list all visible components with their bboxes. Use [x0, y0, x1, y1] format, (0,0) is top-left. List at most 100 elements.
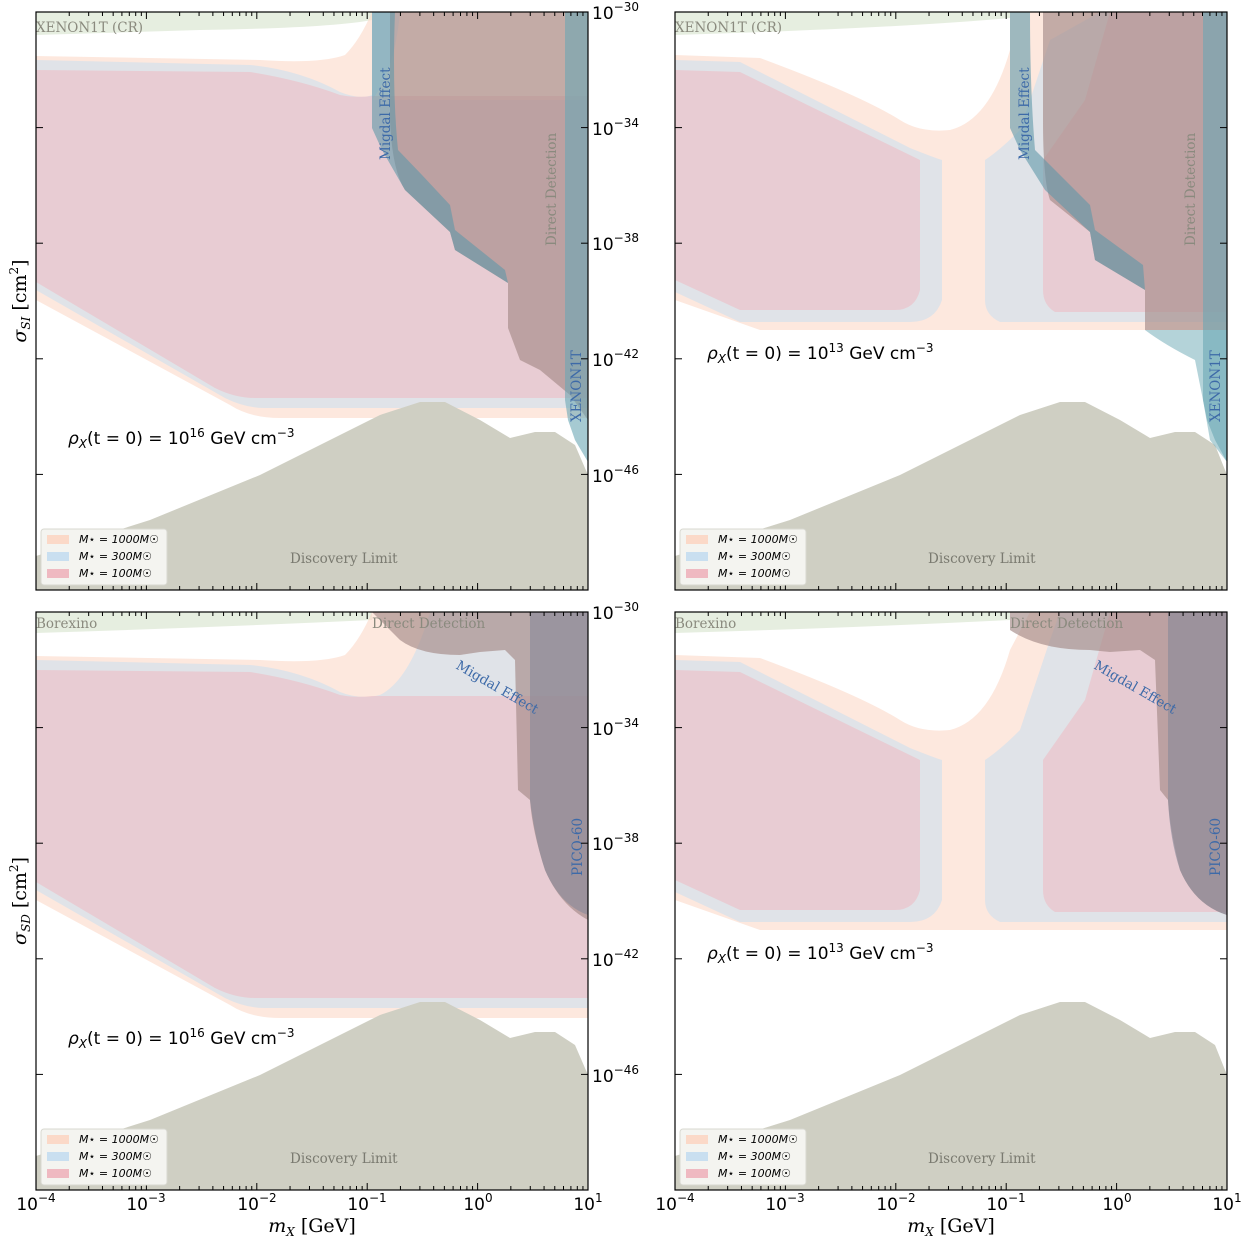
discovery-limit-label: Discovery Limit [290, 551, 398, 567]
svg-text:10−3: 10−3 [126, 1191, 165, 1215]
svg-text:10−3: 10−3 [765, 1191, 804, 1215]
svg-text:M⋆ = 1000M☉: M⋆ = 1000M☉ [79, 1133, 159, 1146]
legend-swatch-m300 [686, 1152, 708, 1161]
svg-text:10−2: 10−2 [876, 1191, 915, 1215]
x-tick-labels-right: 10−4 10−3 10−2 10−1 100 101 [655, 1191, 1241, 1215]
legend-swatch-m1000 [47, 535, 69, 544]
svg-text:100: 100 [463, 1191, 492, 1215]
legend-swatch-m100 [47, 569, 69, 578]
density-annotation-bottom-left: ρX(t = 0) = 1016 GeV cm−3 [68, 1026, 294, 1051]
panel-top-right: XENON1T (CR) Migdal Effect Direct Detect… [675, 12, 1227, 590]
axes-frame-top-right [674, 11, 1228, 591]
discovery-limit-region [36, 1002, 588, 1190]
legend-swatch-m100 [47, 1169, 69, 1178]
legend-swatch-m100 [686, 1169, 708, 1178]
svg-text:10−1: 10−1 [986, 1191, 1025, 1215]
x-axis-label-right: mX [GeV] [907, 1215, 995, 1239]
discovery-limit-label: Discovery Limit [290, 1151, 398, 1167]
pico60-region [1168, 612, 1227, 915]
panel-bottom-right: Borexino Direct Detection Migdal Effect … [675, 612, 1227, 1190]
svg-text:10−42: 10−42 [592, 347, 639, 371]
density-annotation-top-left: ρX(t = 0) = 1016 GeV cm−3 [68, 426, 294, 451]
legend-bottom-right: M⋆ = 1000M☉ M⋆ = 300M☉ M⋆ = 100M☉ [679, 1128, 807, 1186]
migdal-label: Migdal Effect [1017, 67, 1033, 160]
pico60-region [530, 612, 588, 915]
svg-text:10−38: 10−38 [592, 831, 639, 855]
axes-frame-bottom-right [674, 611, 1228, 1191]
svg-text:M⋆ = 100M☉: M⋆ = 100M☉ [718, 567, 791, 580]
band-m100 [36, 670, 588, 998]
svg-text:M⋆ = 100M☉: M⋆ = 100M☉ [79, 567, 152, 580]
y-tick-labels-top: 10−30 10−34 10−38 10−42 10−46 [592, 0, 639, 487]
xenon1t-region [565, 12, 588, 462]
migdal-effect-region [372, 12, 508, 283]
borexino-label: Borexino [36, 616, 97, 632]
band-m100-left [675, 670, 920, 910]
svg-text:10−4: 10−4 [655, 1191, 694, 1215]
legend-top-left: M⋆ = 1000M☉ M⋆ = 300M☉ M⋆ = 100M☉ [40, 528, 168, 586]
discovery-limit-label: Discovery Limit [928, 1151, 1036, 1167]
xenon-cr-region [36, 12, 372, 35]
legend-swatch-m300 [47, 1152, 69, 1161]
direct-detection-label: Direct Detection [1010, 616, 1124, 632]
x-axis-label-left: mX [GeV] [268, 1215, 356, 1239]
y-tick-labels-bottom: 10−30 10−34 10−38 10−42 10−46 [592, 600, 639, 1087]
x-tick-labels-left: 10−4 10−3 10−2 10−1 100 101 [16, 1191, 602, 1215]
svg-text:10−46: 10−46 [592, 463, 639, 487]
legend-swatch-m100 [686, 569, 708, 578]
xenon1t-label: XENON1T [569, 350, 585, 422]
svg-text:100: 100 [1102, 1191, 1131, 1215]
direct-detection-region [1043, 12, 1227, 330]
direct-detection-region [390, 12, 588, 420]
band-m100-left [675, 70, 920, 310]
svg-text:10−34: 10−34 [592, 716, 639, 740]
direct-detection-label: Direct Detection [544, 132, 560, 246]
svg-text:10−46: 10−46 [592, 1063, 639, 1087]
xenon-cr-label: XENON1T (CR) [675, 20, 782, 36]
discovery-limit-region [675, 402, 1227, 590]
legend-swatch-m1000 [686, 535, 708, 544]
pico60-label: PICO-60 [1208, 818, 1224, 876]
migdal-effect-region [1010, 12, 1145, 290]
axes-frame-top-left [35, 11, 589, 591]
svg-text:M⋆ = 1000M☉: M⋆ = 1000M☉ [718, 533, 798, 546]
direct-detection-label: Direct Detection [372, 616, 486, 632]
y-axis-label-bottom: σSD [cm2] [7, 857, 33, 945]
xenon-cr-region [675, 12, 1010, 35]
xenon1t-label: XENON1T [1208, 350, 1224, 422]
panel-top-left: XENON1T (CR) Migdal Effect Direct Detect… [36, 12, 588, 590]
discovery-limit-label: Discovery Limit [928, 551, 1036, 567]
legend-bottom-left: M⋆ = 1000M☉ M⋆ = 300M☉ M⋆ = 100M☉ [40, 1128, 168, 1186]
xenon-cr-label: XENON1T (CR) [36, 20, 143, 36]
pico60-label: PICO-60 [570, 818, 586, 876]
direct-detection-label: Direct Detection [1183, 132, 1199, 246]
discovery-limit-region [675, 1002, 1227, 1190]
svg-text:M⋆ = 1000M☉: M⋆ = 1000M☉ [79, 533, 159, 546]
svg-text:10−2: 10−2 [237, 1191, 276, 1215]
borexino-label: Borexino [675, 616, 736, 632]
axes-frame-bottom-left [35, 611, 589, 1191]
svg-text:10−30: 10−30 [592, 0, 639, 24]
xenon1t-low-region [1145, 330, 1227, 462]
svg-text:10−34: 10−34 [592, 116, 639, 140]
svg-text:M⋆ = 300M☉: M⋆ = 300M☉ [718, 550, 791, 563]
svg-text:10−42: 10−42 [592, 947, 639, 971]
borexino-region [36, 612, 372, 633]
svg-text:101: 101 [1212, 1191, 1241, 1215]
svg-text:M⋆ = 100M☉: M⋆ = 100M☉ [79, 1167, 152, 1180]
legend-swatch-m1000 [47, 1135, 69, 1144]
svg-text:10−30: 10−30 [592, 600, 639, 624]
density-annotation-bottom-right: ρX(t = 0) = 1013 GeV cm−3 [707, 941, 933, 966]
svg-text:M⋆ = 1000M☉: M⋆ = 1000M☉ [718, 1133, 798, 1146]
svg-text:101: 101 [573, 1191, 602, 1215]
svg-text:10−38: 10−38 [592, 231, 639, 255]
svg-text:M⋆ = 100M☉: M⋆ = 100M☉ [718, 1167, 791, 1180]
axis-ticks [36, 12, 1227, 1190]
legend-swatch-m1000 [686, 1135, 708, 1144]
discovery-limit-region [36, 402, 588, 590]
migdal-label: Migdal Effect [378, 67, 394, 160]
panel-bottom-left: Borexino Direct Detection Migdal Effect … [36, 612, 588, 1190]
legend-top-right: M⋆ = 1000M☉ M⋆ = 300M☉ M⋆ = 100M☉ [679, 528, 807, 586]
svg-text:M⋆ = 300M☉: M⋆ = 300M☉ [718, 1150, 791, 1163]
